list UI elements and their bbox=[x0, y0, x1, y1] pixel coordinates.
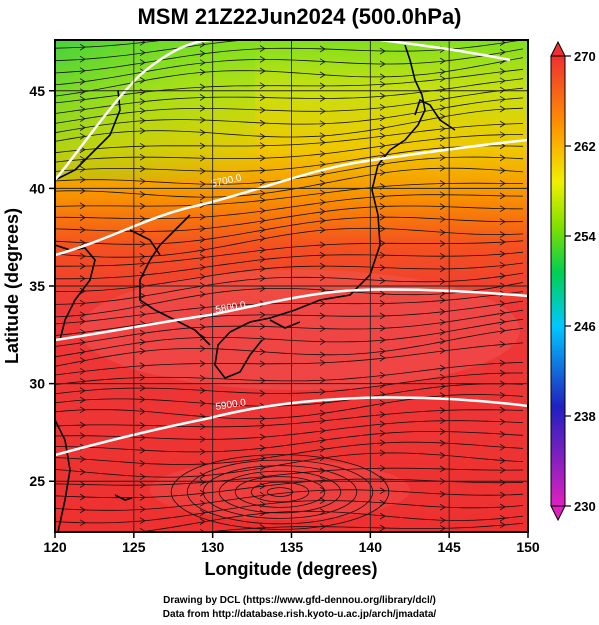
coastlines bbox=[55, 44, 456, 532]
colorbar-min-arrow bbox=[550, 505, 566, 522]
data-credit: Data from http://database.rish.kyoto-u.a… bbox=[162, 609, 437, 620]
x-tick-label: 150 bbox=[516, 539, 540, 555]
colorbar-scale bbox=[550, 55, 566, 507]
contour-label: 5800.0 bbox=[215, 300, 247, 316]
credits: Drawing by DCL (https://www.gfd-dennou.o… bbox=[0, 594, 599, 622]
y-tick-label: 40 bbox=[29, 180, 45, 196]
temperature-field: 5700.0 5800.0 5900.0 bbox=[55, 40, 528, 532]
x-axis: 120 125 130 135 140 145 150 bbox=[43, 532, 540, 555]
y-tick-label: 30 bbox=[29, 376, 45, 392]
drawing-credit: Drawing by DCL (https://www.gfd-dennou.o… bbox=[163, 595, 436, 606]
x-tick-label: 130 bbox=[201, 539, 225, 555]
contour-label: 5900.0 bbox=[215, 397, 247, 413]
colorbar-tick-label: 254 bbox=[574, 229, 596, 244]
colorbar-tick-label: 270 bbox=[574, 49, 596, 64]
colorbar-tick-label: 262 bbox=[574, 139, 596, 154]
x-tick-label: 140 bbox=[359, 539, 383, 555]
colorbar-tick-label: 246 bbox=[574, 319, 596, 334]
colorbar-tick-label: 230 bbox=[574, 499, 596, 514]
x-tick-label: 145 bbox=[437, 539, 461, 555]
colorbar-max-arrow bbox=[550, 40, 566, 57]
height-contours bbox=[55, 40, 528, 457]
colorbar-tick-label: 238 bbox=[574, 409, 596, 424]
x-axis-label: Longitude (degrees) bbox=[204, 559, 377, 579]
x-tick-label: 135 bbox=[280, 539, 304, 555]
x-tick-label: 125 bbox=[122, 539, 146, 555]
y-tick-label: 35 bbox=[29, 278, 45, 294]
y-tick-label: 25 bbox=[29, 473, 45, 489]
map-title: MSM 21Z22Jun2024 (500.0hPa) bbox=[137, 4, 462, 29]
y-tick-label: 45 bbox=[29, 83, 45, 99]
x-tick-label: 120 bbox=[43, 539, 67, 555]
y-axis: 25 30 35 40 45 bbox=[29, 83, 55, 489]
lat-lon-grid bbox=[55, 40, 528, 532]
colorbar: 270 262 254 246 238 230 bbox=[550, 40, 596, 522]
y-axis-label: Latitude (degrees) bbox=[2, 208, 22, 364]
